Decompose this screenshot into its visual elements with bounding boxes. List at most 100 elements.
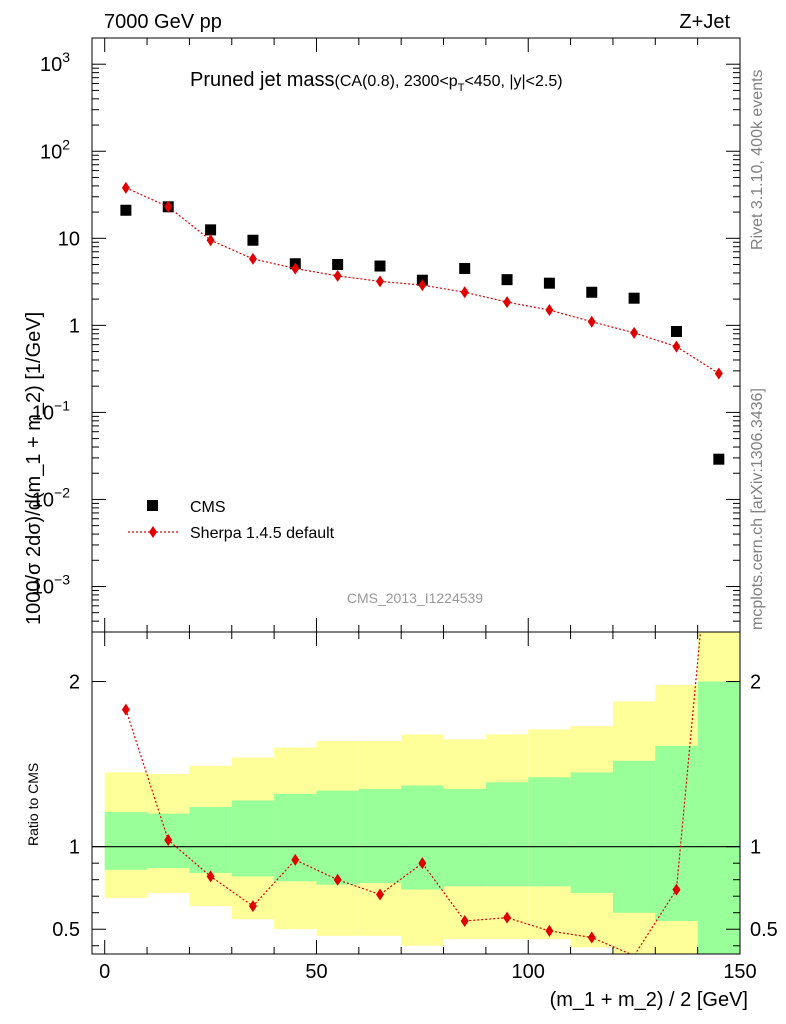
stat-uncertainty-band bbox=[570, 772, 613, 893]
sherpa-data-point bbox=[121, 181, 130, 194]
cms-data-point bbox=[543, 277, 555, 289]
stat-uncertainty-band bbox=[697, 681, 740, 954]
cms-data-point bbox=[247, 234, 259, 246]
sherpa-data-point bbox=[418, 279, 427, 292]
main-plot-content bbox=[120, 181, 725, 465]
stat-uncertainty-band bbox=[443, 788, 486, 887]
rivet-version-label: Rivet 3.1.10, 400k events bbox=[749, 69, 766, 250]
stat-uncertainty-band bbox=[528, 777, 571, 887]
ratio-y-tick-label: 1 bbox=[69, 837, 80, 859]
ratio-axis-ticks bbox=[92, 632, 741, 954]
stat-uncertainty-band bbox=[485, 782, 529, 887]
main-y-tick-label-exponent: −3 bbox=[54, 571, 70, 587]
sherpa-ratio-point bbox=[418, 857, 427, 870]
sherpa-data-point bbox=[164, 200, 173, 213]
x-tick-label: 0 bbox=[99, 961, 110, 983]
cms-data-point bbox=[670, 325, 682, 337]
main-y-tick-label-exponent: 2 bbox=[62, 136, 70, 152]
ratio-plot-content bbox=[92, 632, 740, 954]
main-y-tick-label-base: 10 bbox=[40, 54, 62, 76]
ratio-y-tick-label-right: 2 bbox=[750, 672, 761, 694]
sherpa-data-point bbox=[672, 340, 681, 353]
energy-label: 7000 GeV pp bbox=[104, 11, 222, 33]
x-tick-label: 50 bbox=[305, 961, 327, 983]
stat-uncertainty-band bbox=[104, 811, 148, 870]
ratio-y-tick-label: 2 bbox=[69, 672, 80, 694]
sherpa-data-point bbox=[545, 304, 554, 317]
sherpa-data-point bbox=[587, 315, 596, 328]
main-y-tick-label: 1 bbox=[69, 315, 80, 337]
main-y-axis-label: 1000/σ 2dσ)/d(m_1 + m_2) [1/GeV] bbox=[23, 312, 45, 625]
ratio-frame bbox=[91, 631, 741, 955]
sherpa-ratio-point bbox=[206, 870, 215, 883]
x-axis-label: (m_1 + m_2) / 2 [GeV] bbox=[550, 989, 748, 1011]
cms-data-point bbox=[501, 274, 513, 286]
process-label: Z+Jet bbox=[679, 11, 730, 33]
ratio-y-axis-label: Ratio to CMS bbox=[25, 763, 41, 846]
sherpa-line bbox=[125, 187, 720, 374]
main-y-tick-label: 10−1 bbox=[32, 397, 70, 424]
sherpa-data-point bbox=[291, 262, 300, 275]
sherpa-ratio-point bbox=[545, 924, 554, 937]
main-y-tick-label-exponent: 3 bbox=[62, 49, 70, 65]
sherpa-data-point bbox=[206, 234, 215, 247]
stat-uncertainty-band bbox=[401, 785, 444, 890]
sherpa-data-point bbox=[460, 286, 469, 299]
cms-data-point bbox=[205, 224, 217, 236]
main-title-main: Pruned jet mass bbox=[190, 69, 335, 91]
main-title-subscript: T bbox=[458, 82, 465, 94]
sherpa-ratio-point bbox=[587, 931, 596, 944]
ratio-y-tick-label-right: 0.5 bbox=[750, 919, 778, 941]
main-y-tick-label-base: 10 bbox=[32, 402, 54, 424]
stat-uncertainty-band bbox=[274, 793, 317, 882]
mcplots-label: mcplots.cern.ch [arXiv:1306.3436] bbox=[749, 388, 766, 630]
ratio-y-tick-label: 0.5 bbox=[52, 919, 80, 941]
legend-sherpa-label: Sherpa 1.4.5 default bbox=[190, 525, 335, 542]
cms-data-point bbox=[586, 286, 598, 298]
x-tick-label: 150 bbox=[723, 961, 756, 983]
stat-uncertainty-band bbox=[231, 800, 275, 877]
sherpa-data-point bbox=[630, 326, 639, 339]
sherpa-ratio-point bbox=[503, 911, 512, 924]
stat-uncertainty-band bbox=[316, 790, 359, 885]
main-title-suffix: (CA(0.8), 2300<p bbox=[335, 73, 458, 90]
stat-uncertainty-band bbox=[358, 788, 402, 883]
legend-sherpa-marker bbox=[149, 526, 157, 538]
sherpa-ratio-point bbox=[376, 888, 384, 901]
main-y-tick-label-base: 10 bbox=[58, 228, 80, 250]
sherpa-ratio-point bbox=[248, 900, 257, 913]
cms-data-point bbox=[120, 204, 132, 216]
main-title: Pruned jet mass(CA(0.8), 2300<pT<450, |y… bbox=[190, 69, 563, 94]
cms-data-point bbox=[628, 292, 640, 304]
ratio-tick-labels: 0 50 100 150 0.5 0.5 1 1 2 2 bbox=[52, 672, 778, 983]
sherpa-ratio-point bbox=[291, 853, 300, 866]
sherpa-data-point bbox=[714, 367, 723, 380]
cms-data-point bbox=[459, 262, 471, 274]
cms-data-point bbox=[374, 260, 386, 272]
sherpa-data-point bbox=[333, 269, 342, 282]
x-tick-label: 100 bbox=[512, 961, 545, 983]
main-y-tick-label: 10−3 bbox=[32, 571, 70, 598]
main-y-tick-label-base: 10 bbox=[40, 141, 62, 163]
stat-uncertainty-band bbox=[612, 760, 656, 913]
legend-cms-marker bbox=[147, 500, 158, 511]
legend-cms-label: CMS bbox=[190, 499, 226, 516]
main-y-tick-label-base: 10 bbox=[32, 576, 54, 598]
main-y-tick-label: 10−2 bbox=[32, 484, 70, 511]
stat-uncertainty-band bbox=[189, 807, 232, 874]
cms-data-point bbox=[713, 453, 725, 465]
main-y-tick-label-exponent: −1 bbox=[54, 397, 70, 413]
cms-data-point bbox=[332, 259, 344, 271]
sherpa-data-point bbox=[248, 252, 257, 265]
sherpa-ratio-point bbox=[333, 873, 342, 886]
main-y-tick-label: 10 bbox=[58, 228, 80, 250]
main-title-tail: <450, |y|<2.5) bbox=[464, 73, 562, 90]
main-y-tick-label: 102 bbox=[40, 136, 70, 163]
main-y-tick-label: 103 bbox=[40, 49, 70, 76]
main-frame bbox=[91, 37, 741, 633]
sherpa-ratio-point bbox=[460, 914, 469, 927]
main-y-tick-label-base: 10 bbox=[32, 489, 54, 511]
main-y-tick-label-exponent: −2 bbox=[54, 484, 70, 500]
